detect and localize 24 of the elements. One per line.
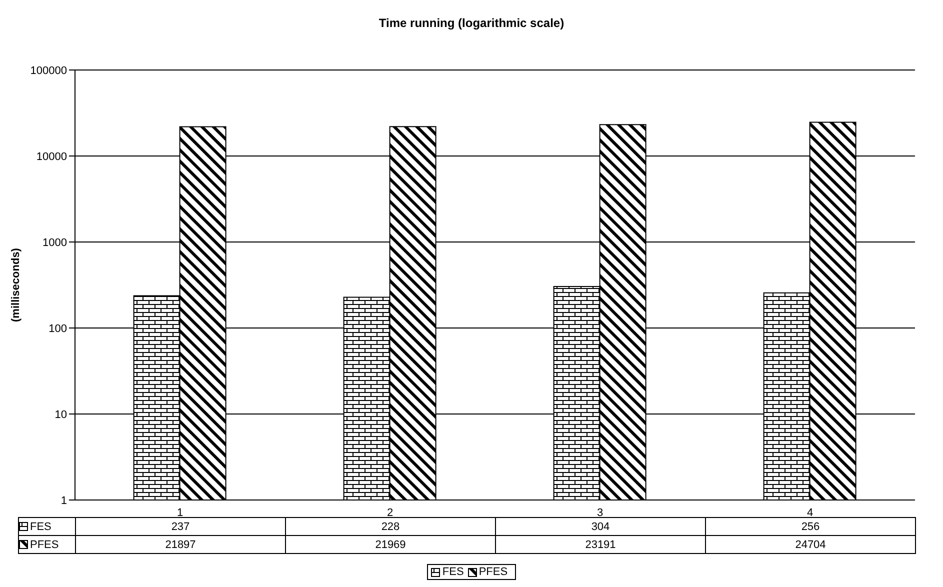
data-label: 21969 (286, 536, 496, 554)
y-tick-label: 10000 (36, 150, 67, 163)
legend-label: FES (441, 566, 464, 578)
x-tick-label: 3 (596, 506, 604, 519)
legend-label: PFES (478, 566, 508, 578)
text: PFES (30, 538, 59, 550)
data-label: 24704 (706, 536, 916, 554)
y-tick-label: 1000 (42, 236, 67, 249)
y-tick-label: 1 (60, 494, 67, 507)
data-label: 21897 (76, 536, 286, 554)
chart-title: Time running (logarithmic scale) (378, 15, 566, 32)
y-tick-label: 10 (54, 408, 67, 421)
y-axis-title: (milliseconds) (10, 248, 22, 322)
text: FES (30, 520, 52, 532)
data-label: 237 (76, 518, 286, 536)
y-tick-label: 100000 (30, 64, 67, 77)
x-tick-label: 2 (386, 506, 394, 519)
x-tick-label: 4 (806, 506, 814, 519)
data-label: 256 (706, 518, 916, 536)
data-label: 23191 (496, 536, 706, 554)
y-tick-label: 100 (48, 322, 67, 335)
data-label: 304 (496, 518, 706, 536)
x-tick-label: 1 (176, 506, 184, 519)
data-label: 228 (286, 518, 496, 536)
